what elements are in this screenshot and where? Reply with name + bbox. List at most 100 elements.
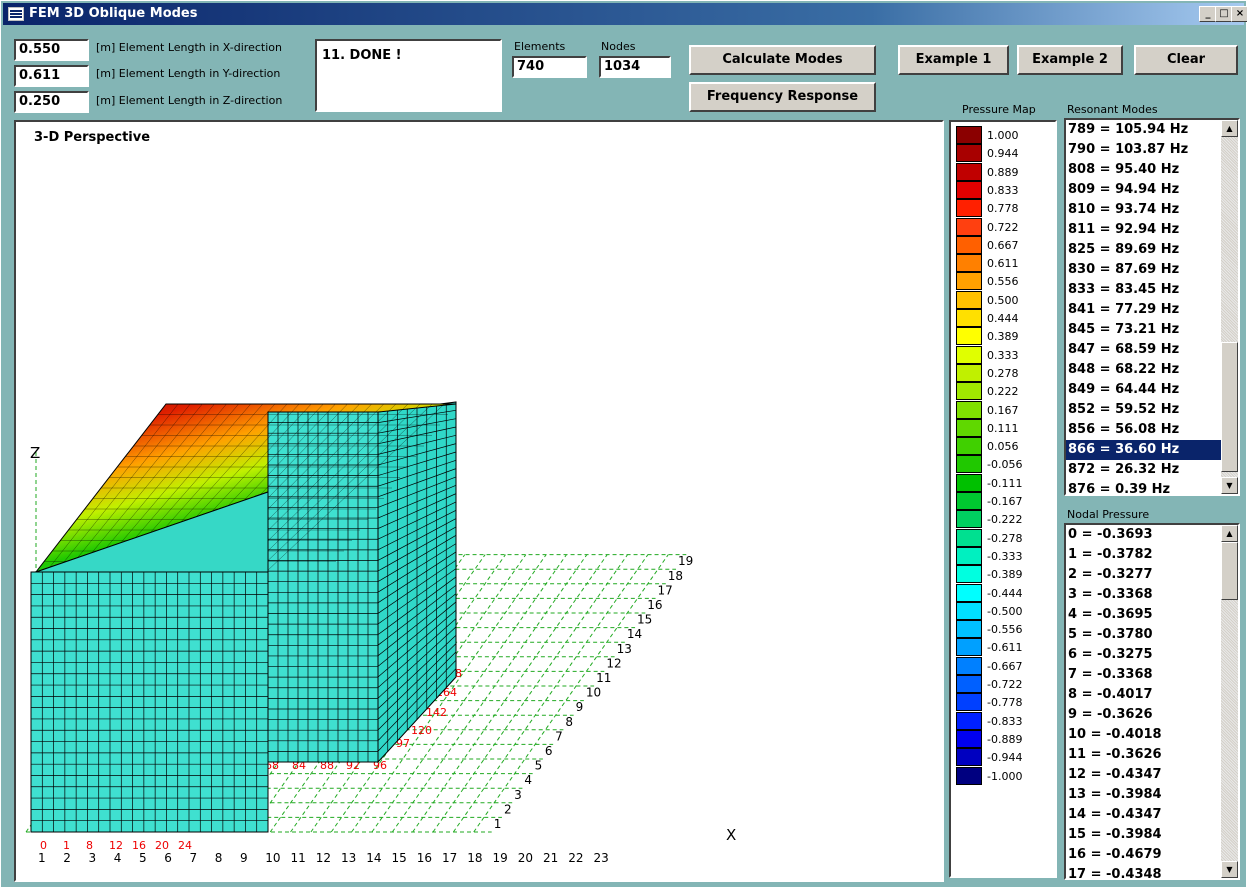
nodal-list-item[interactable]: 0 = -0.3693 [1068,527,1153,542]
nodal-list-item[interactable]: 13 = -0.3984 [1068,787,1162,802]
nodal-list-item[interactable]: 6 = -0.3275 [1068,647,1153,662]
z-length-label: [m] Element Length in Z-direction [96,94,283,107]
mode-list-item[interactable]: 830 = 87.69 Hz [1068,262,1180,277]
x-length-input[interactable]: 0.550 [14,39,89,61]
mode-list-item[interactable]: 856 = 56.08 Hz [1068,422,1180,437]
nodal-list-item[interactable]: 15 = -0.3984 [1068,827,1162,842]
y-tick-label: 7 [555,729,563,743]
mesh-line [377,534,457,582]
close-button[interactable]: × [1231,6,1247,22]
mode-list-item[interactable]: 848 = 68.22 Hz [1068,362,1180,377]
pressure-swatch [956,309,982,327]
pressure-value: 0.167 [987,403,1019,417]
mesh-line [377,634,457,710]
mode-list-item[interactable]: 876 = 0.39 Hz [1068,482,1171,496]
mode-list-item[interactable]: 789 = 105.94 Hz [1068,122,1189,137]
mode-list-item[interactable]: 811 = 92.94 Hz [1068,222,1180,237]
y-length-label: [m] Element Length in Y-direction [96,67,281,80]
resonant-modes-list[interactable]: 789 = 105.94 Hz 790 = 103.87 Hz 808 = 95.4… [1064,118,1240,496]
mode-list-item[interactable]: 810 = 93.74 Hz [1068,202,1180,217]
pressure-swatch [956,748,982,767]
nodal-list-item[interactable]: 7 = -0.3368 [1068,667,1153,682]
pressure-swatch [956,363,982,382]
example-1-button[interactable]: Example 1 [898,45,1009,75]
example-2-button[interactable]: Example 2 [1017,45,1123,75]
nodal-list-item[interactable]: 16 = -0.4679 [1068,847,1162,862]
x-tick-label: 8 [215,851,223,865]
mode-list-item[interactable]: 849 = 64.44 Hz [1068,382,1180,397]
mode-list-item[interactable]: 825 = 89.69 Hz [1068,242,1180,257]
pressure-value: -0.833 [987,714,1023,728]
frequency-response-button[interactable]: Frequency Response [689,82,876,112]
mesh-line [377,618,457,688]
mesh-line [377,601,457,667]
scroll-up-icon[interactable]: ▲ [1221,120,1238,137]
clear-button[interactable]: Clear [1134,45,1238,75]
mode-list-item[interactable]: 841 = 77.29 Hz [1068,302,1180,317]
scroll-down-icon[interactable]: ▼ [1221,861,1238,878]
mesh-line [377,459,457,487]
nodal-list-item[interactable]: 12 = -0.4347 [1068,767,1162,782]
grid-line [432,554,628,833]
x-tick-label: 7 [190,851,198,865]
nodal-list-item[interactable]: 9 = -0.3626 [1068,707,1153,722]
y-tick-label: 4 [524,773,532,787]
pressure-swatch [956,162,982,181]
nodal-list-item[interactable]: 3 = -0.3368 [1068,587,1153,602]
nodal-list-item[interactable]: 4 = -0.3695 [1068,607,1153,622]
nodal-list-item[interactable]: 14 = -0.4347 [1068,807,1162,822]
pressure-swatch [956,345,982,364]
mode-list-item[interactable]: 866 = 36.60 Hz [1066,440,1238,460]
x-tick-label: 18 [467,851,482,865]
modes-scrollbar[interactable]: ▲ ▼ [1221,120,1238,494]
nodal-list-item[interactable]: 17 = -0.4348 [1068,867,1162,880]
nodal-list-item[interactable]: 5 = -0.3780 [1068,627,1153,642]
pressure-value: 0.278 [987,366,1019,380]
scroll-up-icon[interactable]: ▲ [1221,525,1238,542]
nodal-list-item[interactable]: 10 = -0.4018 [1068,727,1162,742]
mesh-line [377,468,457,498]
nodal-scrollbar[interactable]: ▲ ▼ [1221,525,1238,878]
pressure-value: -0.278 [987,531,1023,545]
pressure-value: -0.722 [987,678,1023,691]
pressure-swatch [956,235,982,254]
elements-field: 740 [512,56,587,78]
calculate-modes-button[interactable]: Calculate Modes [689,45,876,75]
mode-list-item[interactable]: 845 = 73.21 Hz [1068,322,1180,337]
nodal-list-item[interactable]: 11 = -0.3626 [1068,747,1162,762]
nodal-pressure-list[interactable]: 0 = -0.3693 1 = -0.3782 2 = -0.3277 3 = -0.… [1064,523,1240,880]
scroll-thumb[interactable] [1221,542,1238,600]
x-tick-label: 16 [417,851,432,865]
nodal-list-item[interactable]: 8 = -0.4017 [1068,687,1153,702]
mode-list-item[interactable]: 833 = 83.45 Hz [1068,282,1180,297]
nodal-list-item[interactable]: 1 = -0.3782 [1068,547,1153,562]
pressure-value: -0.222 [987,513,1023,527]
y-length-input[interactable]: 0.611 [14,65,89,87]
z-length-input[interactable]: 0.250 [14,91,89,113]
y-tick-label: 12 [606,656,621,670]
mode-list-item[interactable]: 809 = 94.94 Hz [1068,182,1180,197]
node-label: 16 [132,839,146,852]
node-label: 20 [155,839,169,852]
mode-list-item[interactable]: 790 = 103.87 Hz [1068,142,1189,157]
x-tick-label: 22 [568,851,583,865]
mode-list-item[interactable]: 852 = 59.52 Hz [1068,402,1180,417]
y-tick-label: 19 [678,554,693,568]
scroll-thumb[interactable] [1221,342,1238,472]
pressure-value: 0.389 [987,330,1019,344]
pressure-swatch [956,418,982,437]
mode-list-item[interactable]: 872 = 26.32 Hz [1068,462,1180,477]
pressure-swatch [956,528,982,547]
mesh-line [35,403,167,573]
mode-list-item[interactable]: 808 = 95.40 Hz [1068,162,1180,177]
pressure-value: 0.111 [987,421,1019,435]
mode-list-item[interactable]: 847 = 68.59 Hz [1068,342,1180,357]
scroll-down-icon[interactable]: ▼ [1221,477,1238,494]
mesh-block-left [30,571,269,833]
y-tick-label: 5 [535,759,543,773]
pressure-swatch [956,510,982,529]
node-label: 97 [396,737,410,750]
pressure-value: -0.556 [987,623,1023,637]
x-tick-label: 12 [316,851,331,865]
nodal-list-item[interactable]: 2 = -0.3277 [1068,567,1153,582]
